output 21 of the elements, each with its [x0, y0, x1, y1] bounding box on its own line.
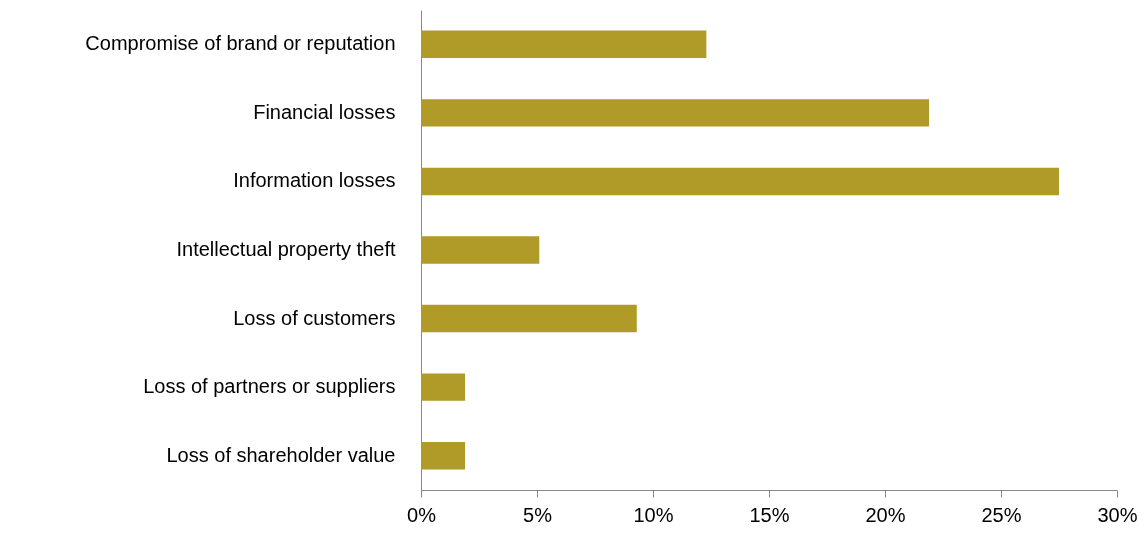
y-tick-label: Compromise of brand or reputation	[85, 32, 396, 55]
x-tick-label: 20%	[865, 503, 906, 526]
x-tick-label: 5%	[523, 503, 553, 526]
x-tick-label: 0%	[407, 503, 437, 526]
x-tick-label: 10%	[633, 503, 674, 526]
y-tick-label: Loss of partners or suppliers	[143, 375, 396, 398]
y-tick-label: Financial losses	[253, 100, 396, 123]
y-tick-label: Loss of shareholder value	[166, 443, 396, 466]
bar	[421, 442, 466, 470]
bar	[421, 304, 637, 333]
bar	[421, 30, 707, 58]
bar	[421, 99, 930, 127]
y-tick-label: Intellectual property theft	[176, 238, 396, 260]
bar	[421, 167, 1059, 196]
x-tick-label: 30%	[1097, 503, 1138, 526]
bar	[421, 373, 466, 401]
x-tick-label: 25%	[981, 503, 1022, 526]
x-tick-label: 15%	[749, 503, 790, 526]
bar	[421, 236, 540, 264]
y-tick-label: Loss of customers	[233, 306, 396, 329]
y-tick-label: Information losses	[233, 169, 396, 192]
